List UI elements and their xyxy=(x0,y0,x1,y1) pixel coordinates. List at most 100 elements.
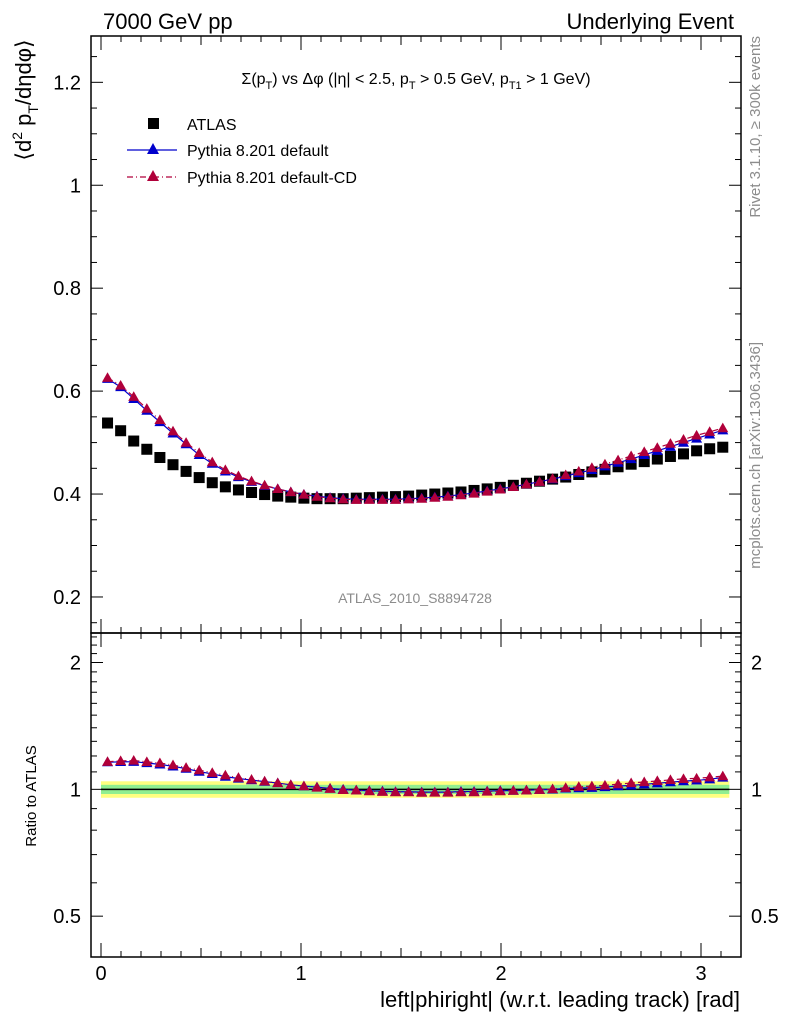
ratio-pythia-cd-point xyxy=(638,776,650,787)
mcplots-note: mcplots.cern.ch [arXiv:1306.3436] xyxy=(747,342,764,569)
pythia-cd-point xyxy=(691,429,703,440)
main-y-tick-label: 1 xyxy=(70,175,81,197)
pythia-cd-point xyxy=(193,447,205,457)
legend-label-pythia-default: Pythia 8.201 default xyxy=(187,143,329,160)
pythia-cd-point xyxy=(429,492,441,502)
main-y-tick-label: 0.2 xyxy=(53,587,81,609)
pythia-cd-point xyxy=(664,438,676,448)
x-tick-label: 0 xyxy=(95,963,106,985)
ratio-pythia-cd-point xyxy=(232,772,244,782)
pythia-cd-point xyxy=(560,469,572,480)
plot-title: Σ(pT) vs Δφ (|η| < 2.5, pT > 0.5 GeV, pT… xyxy=(241,71,590,92)
pythia-cd-point xyxy=(259,479,271,490)
ratio-uncertainty-band xyxy=(101,781,730,798)
ratio-pythia-cd-point xyxy=(141,756,153,766)
pythia-cd-point xyxy=(232,470,244,481)
pythia-cd-point xyxy=(599,458,611,469)
pythia-cd-point xyxy=(403,493,415,504)
pythia-cd-point xyxy=(547,473,559,483)
pythia-cd-point xyxy=(324,492,336,503)
pythia-cd-point xyxy=(442,491,454,501)
ratio-pythia-cd-point xyxy=(154,757,166,768)
atlas-point xyxy=(128,435,140,447)
ratio-y-tick-label: 2 xyxy=(70,653,81,675)
atlas-point xyxy=(285,491,297,503)
ratio-y-tick-label-right: 1 xyxy=(751,779,762,801)
x-axis-label: left|phiright| (w.r.t. leading track) [r… xyxy=(380,987,740,1012)
pythia-cd-point xyxy=(180,437,192,447)
ratio-y-tick-label: 1 xyxy=(70,779,81,801)
pythia-cd-point xyxy=(638,446,650,456)
pythia-cd-point xyxy=(337,493,349,504)
pythia-cd-point xyxy=(246,475,258,486)
pythia-cd-point xyxy=(298,489,310,499)
ratio-panel-frame xyxy=(90,632,742,958)
legend-marker-atlas xyxy=(148,118,159,129)
pythia-cd-point xyxy=(115,379,127,390)
pythia-cd-point xyxy=(494,483,506,494)
pythia-cd-point xyxy=(102,372,114,382)
atlas-point xyxy=(219,481,231,493)
axes: 0.2 0.4 0.6 0.8 1 1.2 0 1 2 3 0.5 0.5 1 1 2 2 xyxy=(53,36,779,985)
ratio-pythia-cd-point xyxy=(612,778,624,789)
ratio-pythia-cd-point xyxy=(534,784,546,794)
rivet-note: Rivet 3.1.10, ≥ 300k events xyxy=(747,36,764,218)
pythia-cd-point xyxy=(206,456,218,467)
atlas-point xyxy=(651,453,663,465)
pythia-cd-point xyxy=(285,486,297,497)
atlas-point xyxy=(154,452,166,464)
ratio-pythia-cd-point xyxy=(324,783,336,793)
x-tick-label: 2 xyxy=(495,963,506,985)
main-y-tick-label: 0.4 xyxy=(53,484,81,506)
atlas-point xyxy=(691,445,703,457)
ratio-pythia-cd-point xyxy=(560,782,572,792)
pythia-cd-point xyxy=(141,403,153,413)
atlas-point xyxy=(232,484,244,496)
atlas-point xyxy=(115,425,127,437)
legend-marker-pythia-default xyxy=(147,143,159,154)
ratio-pythia-cd-point xyxy=(442,786,454,797)
pythia-cd-point xyxy=(704,426,716,436)
ratio-pythia-cd-point xyxy=(678,773,689,783)
pythia-cd-point xyxy=(481,485,493,496)
ratio-y-tick-label-right: 0.5 xyxy=(751,906,779,928)
ratio-pythia-cd-point xyxy=(429,786,441,797)
legend-label-atlas: ATLAS xyxy=(187,117,237,134)
ratio-pythia-cd-point xyxy=(311,782,323,792)
atlas-point xyxy=(272,490,284,502)
pythia-cd-point xyxy=(416,493,428,503)
ratio-pythia-cd-point xyxy=(246,774,258,784)
header-left: 7000 GeV pp xyxy=(103,9,233,34)
pythia-cd-point xyxy=(625,450,637,461)
atlas-point xyxy=(678,448,689,460)
ratio-y-axis-label: Ratio to ATLAS xyxy=(23,745,40,846)
ratio-pythia-cd-point xyxy=(507,785,519,795)
pythia-cd-point xyxy=(612,454,624,465)
main-series xyxy=(102,372,729,505)
pythia-cd-point xyxy=(534,476,546,486)
legend: ATLAS Pythia 8.201 default Pythia 8.201 … xyxy=(127,117,357,187)
ratio-pythia-cd-point xyxy=(691,772,703,783)
ratio-pythia-cd-point xyxy=(599,779,611,790)
ratio-pythia-cd-point xyxy=(547,783,559,794)
x-tick-label: 1 xyxy=(295,963,306,985)
atlas-point xyxy=(638,456,650,468)
pythia-cd-point xyxy=(507,481,519,491)
ratio-pythia-cd-point xyxy=(219,769,231,780)
pythia-cd-point xyxy=(363,494,375,504)
pythia-cd-point xyxy=(154,414,166,425)
pythia-cd-point xyxy=(311,491,323,501)
atlas-point xyxy=(246,486,258,498)
main-y-tick-label: 0.6 xyxy=(53,381,81,403)
ratio-pythia-cd-point xyxy=(115,755,127,766)
atlas-point xyxy=(717,441,729,453)
pythia-cd-point xyxy=(520,478,532,489)
main-y-axis-label: ⟨d2 pT/dηdφ⟩ xyxy=(9,39,41,160)
legend-marker-pythia-cd xyxy=(147,170,159,181)
atlas-point xyxy=(180,465,192,477)
ratio-pythia-cd-point xyxy=(128,754,140,765)
atlas-point xyxy=(193,472,205,484)
ratio-pythia-cd-point xyxy=(272,777,284,788)
ratio-pythia-cd-point xyxy=(717,770,729,781)
